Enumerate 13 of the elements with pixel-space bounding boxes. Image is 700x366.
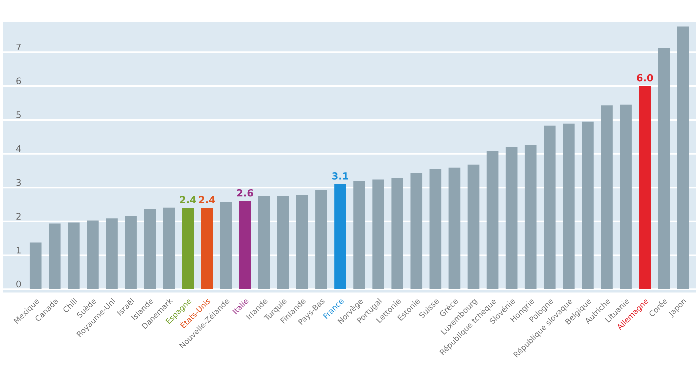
data-label: 3.1 [332,172,348,180]
y-tick-label: 4 [16,146,22,152]
y-tick-label: 1 [16,247,21,254]
y-tick-label: 3 [16,179,22,186]
y-tick-label: 6 [16,78,22,85]
y-tick-label: 7 [16,44,21,51]
data-label: 2.6 [237,189,254,197]
y-tick-label: 2 [16,213,21,220]
data-label: 6.0 [637,74,654,82]
data-label: 2.4 [199,196,216,204]
y-tick-label: 5 [16,112,21,118]
y-tick-label: 0 [16,280,22,288]
data-label: 2.4 [180,196,196,204]
